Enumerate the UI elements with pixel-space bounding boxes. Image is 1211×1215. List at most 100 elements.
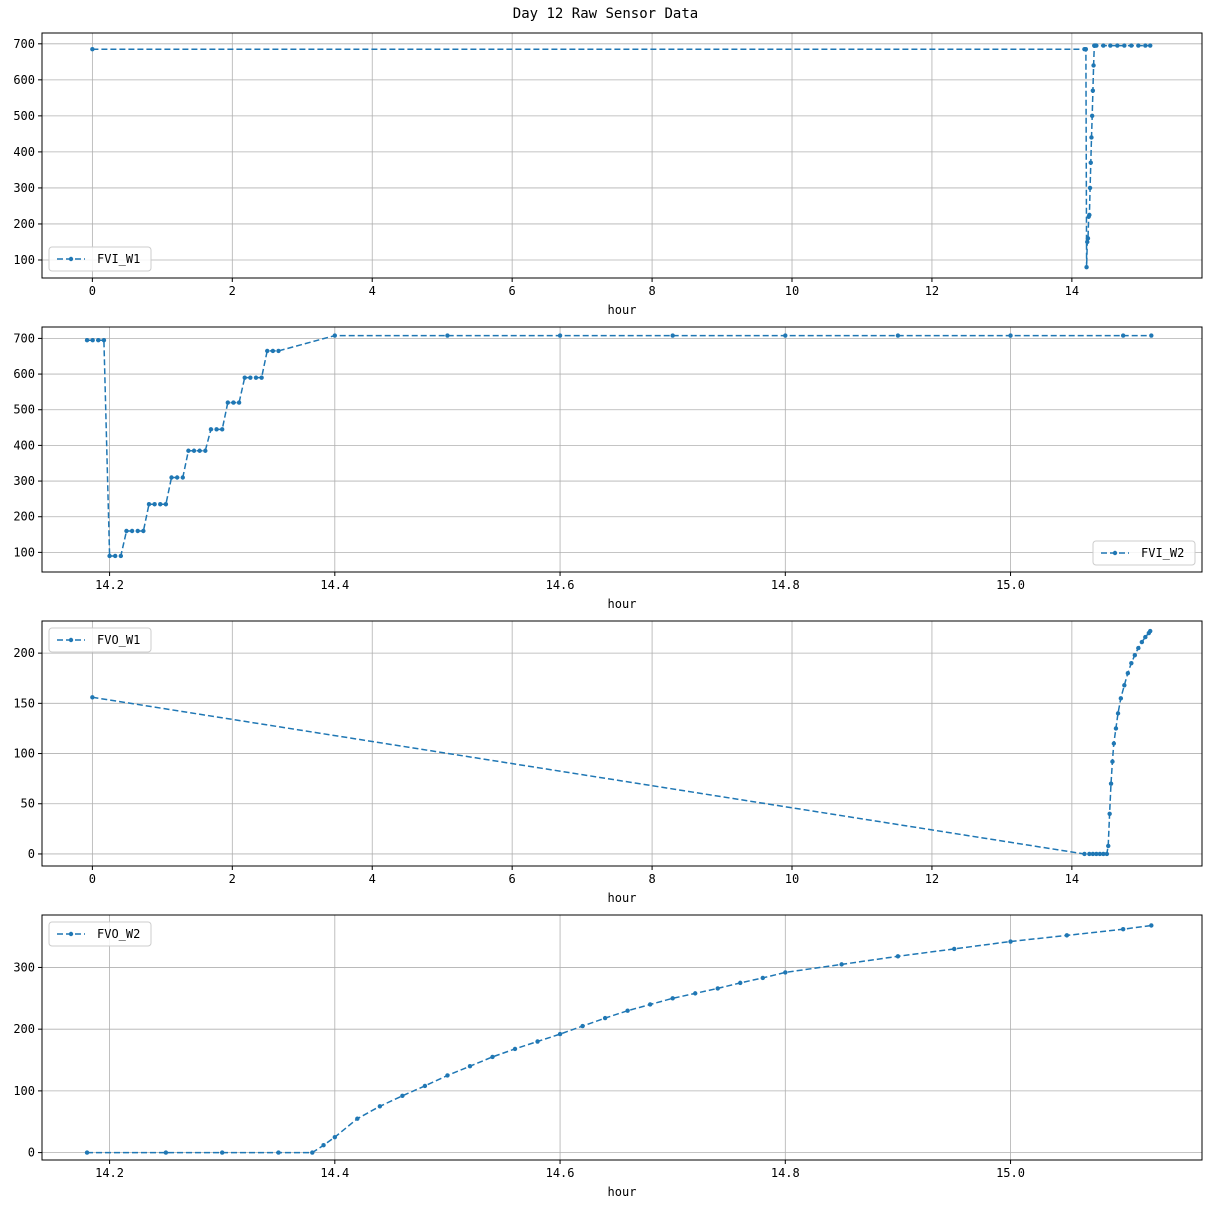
data-point: [557, 333, 563, 338]
data-point: [158, 502, 163, 507]
data-point: [355, 1116, 360, 1121]
axes-frame: [41, 914, 1203, 1161]
legend: FVI_W1: [48, 246, 152, 272]
data-point: [1139, 639, 1145, 645]
data-point: [236, 400, 242, 405]
y-tick-label: 200: [13, 646, 35, 660]
data-point: [1111, 741, 1117, 746]
data-point: [715, 986, 720, 991]
subplot-1: 0 2 4 6 8 10 12 14 100 200 300 400 500 600 700 hour FVI_…: [13, 32, 1203, 317]
data-point: [693, 991, 698, 996]
y-tick-label: 700: [13, 37, 35, 51]
legend-label: FVO_W1: [97, 633, 140, 647]
data-point: [174, 475, 180, 480]
legend-label: FVO_W2: [97, 927, 140, 941]
data-point: [219, 1150, 225, 1155]
x-tick-label: 14.8: [771, 578, 800, 592]
data-point: [191, 448, 197, 453]
x-tick-label: 2: [229, 872, 236, 886]
data-point: [783, 970, 788, 975]
legend: FVO_W1: [48, 627, 152, 653]
data-point: [760, 975, 765, 981]
axes-frame: [41, 326, 1203, 573]
data-point: [467, 1063, 473, 1069]
data-point: [377, 1104, 383, 1109]
x-tick-label: 14.4: [320, 1166, 349, 1180]
data-point: [1113, 726, 1119, 731]
data-point: [1108, 43, 1113, 48]
data-point: [248, 375, 253, 380]
data-point: [219, 427, 225, 432]
data-point: [1108, 781, 1114, 786]
data-point: [96, 337, 101, 343]
data-point: [490, 1054, 495, 1060]
series-FVI_W1: [90, 43, 1153, 270]
x-axis-label: hour: [608, 303, 637, 317]
data-point: [445, 333, 450, 338]
data-point: [1115, 711, 1121, 716]
data-point: [1101, 43, 1106, 48]
data-point: [783, 333, 788, 338]
data-point: [580, 1023, 585, 1029]
data-point: [169, 475, 174, 480]
x-tick-label: 14.4: [320, 578, 349, 592]
data-point: [445, 1073, 450, 1078]
data-point: [276, 1150, 281, 1155]
data-point: [332, 1134, 338, 1140]
data-point: [647, 1002, 653, 1007]
data-point: [84, 1150, 90, 1155]
data-point: [1110, 759, 1115, 764]
y-tick-label: 400: [13, 145, 35, 159]
data-point: [1129, 660, 1134, 666]
data-point: [231, 400, 236, 405]
x-tick-label: 4: [369, 284, 376, 298]
data-point: [163, 502, 169, 507]
data-point: [1125, 671, 1131, 676]
data-point: [1082, 851, 1087, 857]
x-tick-label: 8: [648, 284, 655, 298]
data-point: [1132, 652, 1138, 658]
data-point: [321, 1142, 326, 1148]
data-point: [670, 996, 675, 1001]
y-tick-label: 300: [13, 181, 35, 195]
data-point: [1008, 939, 1013, 944]
data-point: [1087, 185, 1093, 191]
legend-box: [48, 246, 152, 272]
data-point: [1136, 645, 1141, 651]
y-tick-label: 300: [13, 960, 35, 974]
y-tick-label: 400: [13, 438, 35, 452]
x-tick-label: 4: [369, 872, 376, 886]
x-tick-label: 2: [229, 284, 236, 298]
x-tick-label: 10: [785, 284, 799, 298]
data-point: [1089, 113, 1095, 119]
series-FVO_W2: [84, 923, 1154, 1155]
data-point: [1084, 264, 1089, 270]
data-point: [270, 348, 276, 354]
data-point: [118, 553, 124, 559]
data-point: [1149, 333, 1154, 338]
x-tick-label: 15.0: [996, 1166, 1025, 1180]
legend: FVO_W2: [48, 921, 152, 947]
data-point: [1104, 851, 1110, 857]
data-point: [186, 448, 191, 453]
data-point: [625, 1008, 630, 1013]
data-point: [1085, 239, 1090, 245]
data-point: [1118, 696, 1124, 701]
data-point: [113, 553, 118, 559]
data-point: [1008, 333, 1013, 338]
x-tick-label: 6: [509, 284, 516, 298]
x-tick-label: 0: [89, 872, 96, 886]
data-point: [1129, 43, 1134, 48]
data-point: [1089, 135, 1094, 140]
data-point: [225, 400, 231, 405]
x-axis-label: hour: [608, 1185, 637, 1199]
data-point: [107, 553, 112, 559]
data-point: [259, 375, 264, 380]
x-tick-label: 14.6: [546, 1166, 575, 1180]
data-point: [1120, 333, 1126, 338]
y-tick-label: 600: [13, 367, 35, 381]
data-point: [1148, 628, 1153, 634]
y-tick-label: 0: [28, 1146, 35, 1160]
